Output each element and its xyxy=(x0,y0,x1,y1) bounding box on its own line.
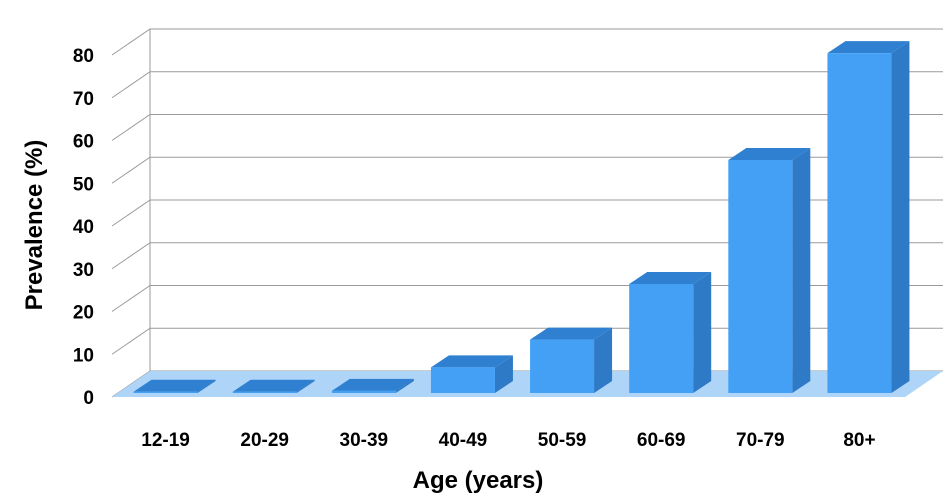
bar-top xyxy=(232,379,315,392)
y-axis-title: Prevalence (%) xyxy=(21,140,48,311)
chart-floor xyxy=(112,371,943,397)
bar-40-49 xyxy=(430,355,513,393)
bar-top xyxy=(331,378,414,391)
x-tick-label: 20-29 xyxy=(240,430,289,451)
y-tick-label: 20 xyxy=(73,303,94,324)
bar-front xyxy=(331,390,396,393)
bar-top xyxy=(133,379,216,392)
bars xyxy=(133,41,910,393)
gridline-40 xyxy=(111,199,943,227)
bar-top xyxy=(430,355,513,368)
bar-side xyxy=(693,271,712,393)
bar-side xyxy=(296,379,315,393)
y-tick-label: 30 xyxy=(73,260,94,281)
bar-side xyxy=(594,327,613,393)
bar-30-39 xyxy=(331,378,414,393)
gridline-20 xyxy=(111,285,943,312)
gridline-80 xyxy=(111,28,943,56)
bar-80+ xyxy=(827,41,910,393)
x-tick-label: 80+ xyxy=(843,430,875,451)
y-tick-label: 40 xyxy=(73,217,94,238)
y-tick-label: 60 xyxy=(73,132,94,153)
y-tick-label: 70 xyxy=(73,89,94,110)
x-tick-label: 12-19 xyxy=(141,430,190,451)
x-tick-label: 50-59 xyxy=(538,430,587,451)
bar-top xyxy=(827,41,910,54)
bar-front xyxy=(232,391,297,393)
bar-side xyxy=(197,379,216,393)
x-axis-title: Age (years) xyxy=(413,467,544,494)
y-tick-label: 80 xyxy=(73,46,94,67)
x-tick-label: 40-49 xyxy=(439,430,488,451)
bar-front xyxy=(827,53,892,393)
x-axis-ticks: 12-19 20-29 30-39 40-49 50-59 60-69 70-79 80+ xyxy=(141,430,875,451)
y-tick-label: 50 xyxy=(73,174,94,195)
gridlines xyxy=(111,28,943,398)
y-tick-label: 10 xyxy=(73,345,94,366)
gridline-10 xyxy=(111,327,943,355)
bar-side xyxy=(891,41,910,393)
bar-top xyxy=(530,327,613,340)
x-tick-label: 60-69 xyxy=(637,430,686,451)
bar-70-79 xyxy=(728,148,811,393)
bar-front xyxy=(430,367,495,393)
bar-top xyxy=(629,271,712,284)
bar-side xyxy=(792,148,811,393)
bar-front xyxy=(133,391,198,393)
y-tick-label: 0 xyxy=(83,388,94,409)
bar-side xyxy=(395,378,414,393)
bar-front xyxy=(728,160,793,393)
gridline-50 xyxy=(111,156,943,184)
bar-front xyxy=(530,339,595,393)
x-tick-label: 70-79 xyxy=(736,430,785,451)
x-tick-label: 30-39 xyxy=(340,430,389,451)
gridline-70 xyxy=(111,71,943,99)
bar-50-59 xyxy=(530,327,613,393)
gridline-30 xyxy=(111,242,943,270)
y-axis-ticks: 0 10 20 30 40 50 60 70 80 xyxy=(73,46,94,409)
bar-side xyxy=(494,355,513,393)
bar-20-29 xyxy=(232,379,315,393)
bar-60-69 xyxy=(629,271,712,393)
bar-front xyxy=(629,283,694,393)
bar-top xyxy=(728,148,811,161)
bar-12-19 xyxy=(133,379,216,393)
gridline-60 xyxy=(111,114,943,141)
